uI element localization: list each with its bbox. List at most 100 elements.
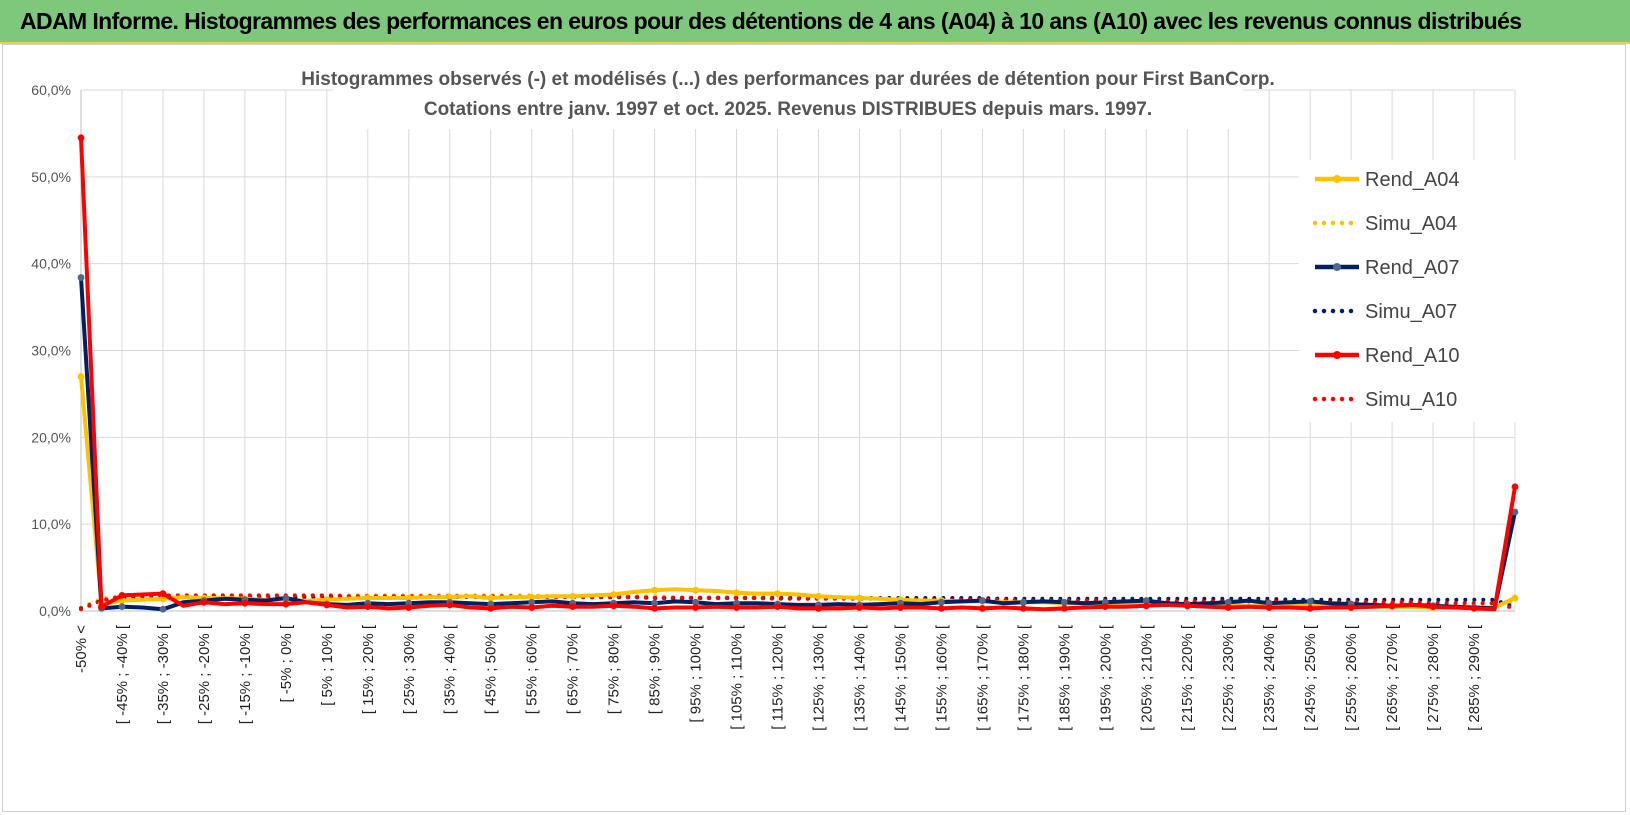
data-point <box>1511 483 1519 491</box>
data-point <box>651 586 658 594</box>
x-tick-label: [ 115% ; 120% [ <box>770 624 787 730</box>
x-tick-label: -50% < <box>73 625 90 673</box>
x-tick-label: [ 95% ; 100% [ <box>688 624 705 722</box>
x-tick-label: [ 85% ; 90% [ <box>647 624 664 714</box>
data-point <box>364 603 372 611</box>
y-tick-label: 50,0% <box>31 169 71 185</box>
data-point <box>118 591 126 599</box>
data-point <box>487 604 495 612</box>
data-point <box>446 593 454 601</box>
data-point <box>159 595 167 603</box>
data-point <box>487 594 495 602</box>
y-tick-label: 20,0% <box>31 429 71 445</box>
data-point <box>1429 603 1437 611</box>
legend-label: Simu_A07 <box>1365 301 1457 323</box>
y-tick-label: 30,0% <box>31 343 71 359</box>
data-point <box>159 590 167 598</box>
data-point <box>1101 603 1109 611</box>
data-point <box>651 604 658 612</box>
legend-item-Rend_A07: Rend_A07 <box>1315 257 1460 279</box>
x-tick-label: [ 175% ; 180% [ <box>1015 624 1032 731</box>
data-point <box>1224 598 1232 606</box>
chart-title: Histogrammes observés (-) et modélisés (… <box>301 69 1274 90</box>
data-point <box>1306 604 1314 612</box>
data-point <box>528 593 536 601</box>
data-point <box>241 599 249 607</box>
data-point <box>405 594 413 602</box>
grid-lines <box>80 89 1516 612</box>
x-tick-label: [ 135% ; 140% [ <box>851 624 868 731</box>
data-point <box>815 604 822 612</box>
x-tick-label: [ 75% ; 80% [ <box>606 624 623 714</box>
data-point <box>1142 597 1150 604</box>
y-tick-label: 0,0% <box>39 603 71 619</box>
legend-marker <box>1333 263 1341 271</box>
data-point <box>1388 602 1396 610</box>
data-point <box>897 604 904 611</box>
data-point <box>118 597 126 604</box>
data-point <box>692 586 699 594</box>
legend-marker <box>1333 351 1341 359</box>
data-point <box>77 134 85 142</box>
data-point <box>1470 604 1478 612</box>
data-point <box>938 598 945 606</box>
data-point <box>569 592 577 600</box>
x-tick-label: [ 195% ; 200% [ <box>1097 624 1114 731</box>
data-point <box>692 598 699 606</box>
x-tick-label: [ 205% ; 210% [ <box>1138 624 1155 731</box>
data-point <box>1306 598 1314 605</box>
series-line <box>79 137 1517 612</box>
legend-label: Simu_A04 <box>1365 213 1457 235</box>
x-tick-label: [ 185% ; 190% [ <box>1056 624 1073 731</box>
chart-frame: 0,0% 10,0% 20,0% 30,0% 40,0% 50,0% 60,0% -50% … <box>2 44 1626 812</box>
data-point <box>1265 604 1273 611</box>
x-tick-label: [ 275% ; 280% [ <box>1425 624 1442 731</box>
x-tick-label: [ 55% ; 60% [ <box>524 624 541 714</box>
legend: Rend_A04 Simu_A04 Rend_A07 Simu_A07 Rend_A10… <box>1299 160 1523 422</box>
x-tick-label: [ 235% ; 240% [ <box>1261 624 1278 731</box>
x-tick-label: [ 285% ; 290% [ <box>1466 624 1483 731</box>
data-point <box>1019 598 1027 606</box>
data-point <box>282 600 290 608</box>
x-tick-label: [ -15% ; -10% [ <box>237 624 254 724</box>
legend-label: Rend_A04 <box>1365 169 1460 191</box>
chart-title-box: Histogrammes observés (-) et modélisés (… <box>301 59 1275 129</box>
x-tick-label: [ 45% ; 50% [ <box>483 624 500 714</box>
data-point <box>692 604 699 611</box>
data-point <box>200 598 208 606</box>
data-point <box>1511 594 1519 602</box>
data-point <box>364 594 372 602</box>
line-chart: 0,0% 10,0% 20,0% 30,0% 40,0% 50,0% 60,0% -50% … <box>31 59 1523 731</box>
data-point <box>98 603 105 611</box>
x-tick-label: [ 25% ; 30% [ <box>401 624 418 714</box>
x-tick-label: [ 155% ; 160% [ <box>933 624 950 731</box>
x-tick-label: [ 65% ; 70% [ <box>565 624 582 714</box>
report-title: ADAM Informe. Histogrammes des performan… <box>20 8 1522 34</box>
data-point <box>610 602 618 610</box>
data-point <box>1183 602 1191 610</box>
legend-label: Rend_A10 <box>1365 345 1460 367</box>
data-point <box>978 597 986 604</box>
x-tick-label: [ 215% ; 220% [ <box>1179 624 1196 731</box>
y-tick-label: 10,0% <box>31 516 71 532</box>
x-tick-label: [ 265% ; 270% [ <box>1384 624 1401 731</box>
data-point <box>1511 508 1519 516</box>
data-point <box>610 591 618 598</box>
data-point <box>446 601 454 609</box>
legend-marker <box>1333 175 1341 183</box>
data-point <box>1347 604 1355 611</box>
x-tick-label: [ 255% ; 260% [ <box>1343 624 1360 731</box>
series-Rend_A10 <box>77 134 1519 612</box>
data-point <box>1060 598 1068 606</box>
chart-subtitle: Cotations entre janv. 1997 et oct. 2025.… <box>424 99 1152 120</box>
data-point <box>1019 604 1027 612</box>
legend-label: Simu_A10 <box>1365 389 1457 411</box>
x-tick-label: [ -35% ; -30% [ <box>155 624 172 724</box>
data-point <box>528 598 536 606</box>
legend-item-Simu_A10: Simu_A10 <box>1312 389 1457 411</box>
legend-item-Rend_A10: Rend_A10 <box>1315 345 1460 367</box>
data-point <box>651 599 658 607</box>
data-point <box>569 603 577 611</box>
data-point <box>856 594 863 602</box>
data-point <box>528 604 536 611</box>
